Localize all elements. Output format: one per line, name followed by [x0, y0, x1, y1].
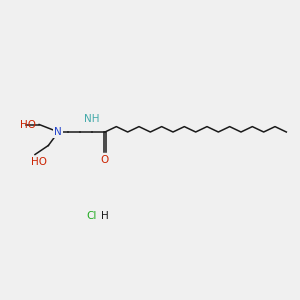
Text: N: N — [55, 127, 62, 137]
Text: O: O — [101, 155, 109, 165]
Text: NH: NH — [84, 115, 99, 124]
Text: H: H — [101, 211, 109, 221]
Text: Cl: Cl — [86, 211, 97, 221]
Text: HO: HO — [20, 119, 36, 130]
Text: HO: HO — [31, 157, 47, 167]
